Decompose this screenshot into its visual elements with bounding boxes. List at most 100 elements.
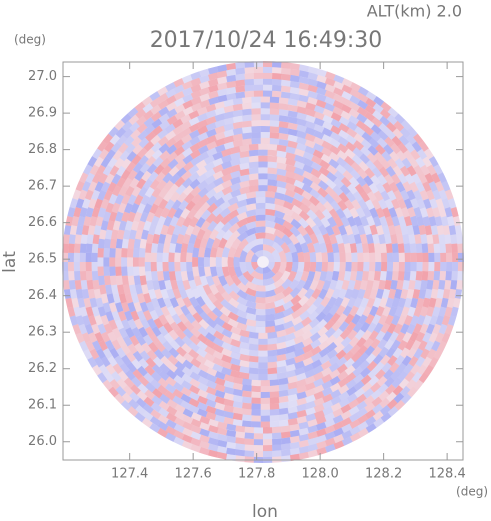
field-cell: [205, 212, 217, 224]
field-cell: [315, 279, 325, 291]
x-tick-label: 128.4: [429, 467, 466, 482]
field-cell: [265, 301, 276, 310]
field-cell: [255, 220, 266, 228]
field-cell: [304, 139, 316, 149]
field-cell: [138, 186, 148, 198]
field-cell: [121, 275, 129, 286]
field-cell: [271, 270, 284, 283]
field-cell: [345, 141, 357, 152]
field-cell: [181, 440, 193, 450]
field-cell: [278, 103, 289, 111]
field-cell: [316, 318, 328, 330]
field-cell: [255, 191, 266, 198]
field-cell: [158, 113, 170, 124]
field-cell: [293, 192, 305, 203]
field-cell: [267, 373, 278, 381]
field-cell: [351, 262, 358, 272]
field-cell: [191, 224, 201, 236]
field-cell: [427, 270, 435, 281]
field-cell: [285, 262, 293, 273]
field-cell: [182, 185, 194, 196]
field-cell: [236, 205, 248, 215]
field-cell: [325, 242, 334, 253]
field-cell: [121, 120, 133, 132]
field-cell: [324, 83, 336, 93]
field-cell: [244, 450, 254, 457]
field-cell: [271, 432, 282, 440]
field-cell: [97, 247, 104, 258]
field-cell: [255, 208, 266, 216]
field-cell: [221, 167, 233, 176]
field-cell: [333, 80, 345, 90]
field-cell: [260, 114, 271, 121]
field-cell: [355, 207, 366, 219]
field-cell: [227, 304, 240, 315]
field-cell: [315, 311, 327, 323]
field-cell: [215, 283, 226, 295]
field-cell: [317, 333, 329, 344]
field-cell: [162, 340, 173, 352]
field-cell: [245, 203, 257, 212]
field-cell: [432, 306, 441, 317]
field-cell: [164, 199, 175, 211]
field-cell: [230, 326, 242, 336]
field-cell: [245, 312, 257, 321]
field-cell: [390, 234, 398, 245]
field-cell: [269, 120, 280, 127]
field-cell: [276, 347, 287, 356]
field-cell: [235, 85, 246, 93]
field-cell: [174, 360, 186, 372]
field-cell: [185, 200, 196, 212]
field-cell: [208, 72, 219, 81]
field-cell: [174, 110, 186, 121]
field-cell: [435, 332, 445, 344]
field-cell: [174, 336, 186, 348]
field-cell: [407, 126, 418, 138]
field-cell: [309, 233, 319, 245]
field-cell: [258, 338, 268, 345]
field-cell: [276, 329, 287, 338]
field-cell: [295, 233, 306, 245]
field-cell: [214, 113, 226, 122]
field-cell: [298, 64, 310, 73]
field-cell: [197, 138, 209, 148]
field-cell: [112, 185, 122, 197]
field-cell: [131, 376, 142, 388]
field-cell: [251, 126, 261, 133]
field-cell: [111, 173, 122, 185]
field-cell: [385, 215, 394, 227]
field-cell: [230, 369, 241, 378]
field-cell: [93, 288, 102, 299]
field-cell: [287, 393, 298, 402]
field-cell: [335, 349, 347, 360]
field-cell: [335, 207, 346, 219]
field-cell: [153, 349, 165, 360]
field-cell: [420, 280, 428, 290]
field-cell: [150, 297, 160, 309]
field-cell: [181, 366, 193, 377]
field-cell: [166, 399, 178, 409]
field-cell: [150, 104, 162, 115]
field-cell: [131, 327, 142, 338]
field-cell: [328, 304, 339, 316]
field-cell: [127, 266, 134, 277]
field-cell: [168, 252, 175, 262]
field-cell: [298, 210, 310, 222]
field-cell: [241, 378, 252, 386]
field-cell: [134, 194, 144, 206]
field-cell: [118, 370, 129, 382]
field-cell: [425, 323, 435, 335]
field-cell: [236, 289, 248, 300]
field-cell: [236, 296, 248, 306]
field-cell: [242, 270, 255, 283]
field-cell: [287, 128, 298, 137]
field-cell: [269, 138, 280, 145]
field-cell: [100, 181, 111, 193]
field-cell: [174, 410, 186, 421]
field-cell: [120, 169, 131, 181]
field-cell: [232, 115, 243, 124]
field-cell: [269, 108, 280, 116]
field-cell: [193, 304, 205, 316]
field-cell: [148, 224, 157, 236]
field-cell: [374, 361, 385, 373]
